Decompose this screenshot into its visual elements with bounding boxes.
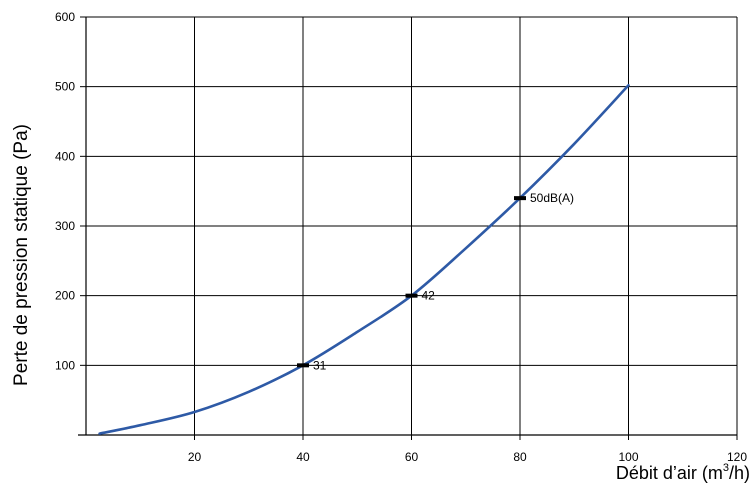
curve [98,84,630,435]
markers: 31 42 50dB(A) [297,191,574,372]
y-tick-label-300: 300 [55,219,75,233]
marker-label-0: 31 [313,358,327,372]
x-axis-title-superscript: 3 [723,462,729,474]
x-tick-label-20: 20 [188,450,202,464]
x-tick-label-60: 60 [405,450,419,464]
x-tick-label-120: 120 [727,450,747,464]
axes [78,16,738,440]
marker-label-2: 50dB(A) [530,191,574,205]
x-axis-title: Débit d’air (m3/h) [616,462,750,483]
x-axis-title-end: /h) [729,463,750,483]
x-tick-label-80: 80 [513,450,527,464]
x-axis-title-main: Débit d’air (m [616,463,723,483]
x-tick-label-100: 100 [618,450,638,464]
x-tick-label-40: 40 [296,450,310,464]
y-axis-title: Perte de pression statique (Pa) [11,124,32,386]
y-tick-label-100: 100 [55,358,75,372]
marker-label-1: 42 [422,289,436,303]
y-tick-label-400: 400 [55,149,75,163]
y-tick-label-600: 600 [55,10,75,24]
y-tick-label-200: 200 [55,289,75,303]
grid-lines [86,16,738,435]
tick-labels: 100 200 300 400 500 600 20 40 60 80 100 120 [55,10,747,464]
y-tick-label-500: 500 [55,80,75,94]
series-line-0 [98,84,630,435]
